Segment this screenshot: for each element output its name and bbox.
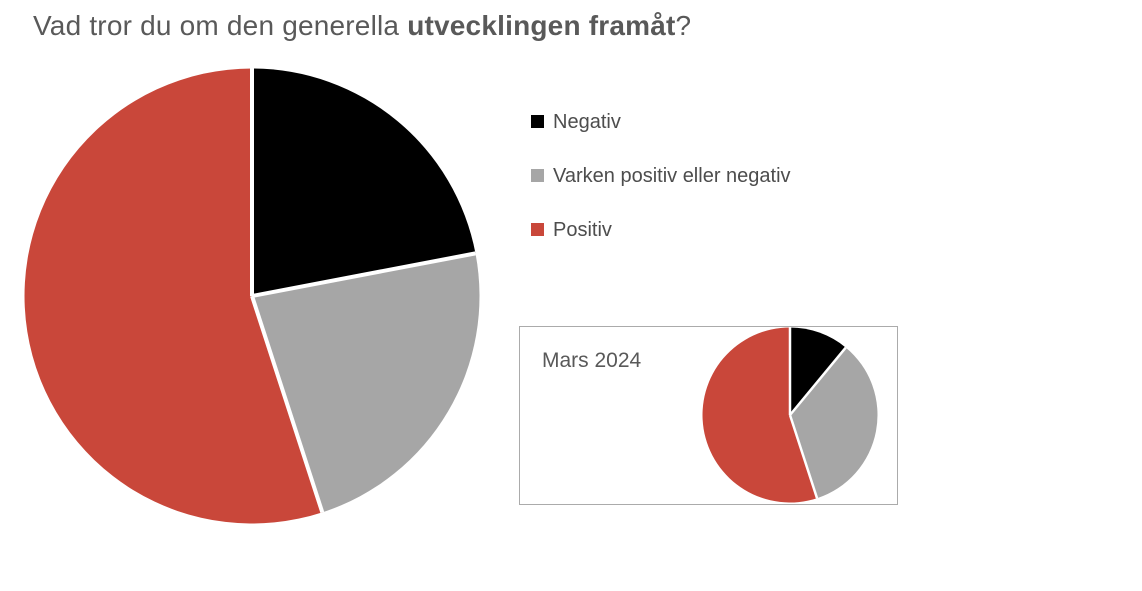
pie-slice-separator bbox=[788, 414, 819, 499]
pie-slice-negativ bbox=[252, 68, 476, 296]
pie-chart-main bbox=[24, 68, 480, 524]
legend-label-varken: Varken positiv eller negativ bbox=[553, 164, 791, 187]
inset-comparison-box: Mars 2024 bbox=[519, 326, 898, 505]
title-text-regular: Vad tror du om den generella bbox=[33, 10, 408, 41]
legend-item-negativ: Negativ bbox=[531, 108, 791, 135]
legend-item-positiv: Positiv bbox=[531, 216, 791, 243]
pie-chart-inset bbox=[702, 327, 878, 503]
page-title: Vad tror du om den generella utvecklinge… bbox=[33, 10, 691, 42]
pie-slice-separator bbox=[789, 346, 847, 416]
pie-slice-positiv bbox=[702, 327, 818, 503]
pie-slice-separator bbox=[251, 251, 476, 298]
legend-label-positiv: Positiv bbox=[553, 218, 612, 241]
legend-swatch-varken-icon bbox=[531, 169, 544, 182]
pie-slice-varken-positiv-eller-negativ bbox=[790, 347, 878, 499]
legend-label-negativ: Negativ bbox=[553, 110, 621, 133]
chart-legend: Negativ Varken positiv eller negativ Pos… bbox=[531, 108, 791, 270]
pie-slice-negativ bbox=[790, 327, 846, 415]
legend-item-varken-positiv-eller-negativ: Varken positiv eller negativ bbox=[531, 162, 791, 189]
pie-slice-varken-positiv-eller-negativ bbox=[252, 253, 480, 513]
title-text-suffix: ? bbox=[675, 10, 692, 41]
inset-period-label: Mars 2024 bbox=[542, 349, 642, 372]
title-text-bold: utvecklingen framåt bbox=[407, 10, 676, 41]
legend-swatch-negativ-icon bbox=[531, 115, 544, 128]
legend-swatch-positiv-icon bbox=[531, 223, 544, 236]
pie-slice-separator bbox=[250, 295, 325, 513]
pie-slice-positiv bbox=[24, 68, 323, 524]
